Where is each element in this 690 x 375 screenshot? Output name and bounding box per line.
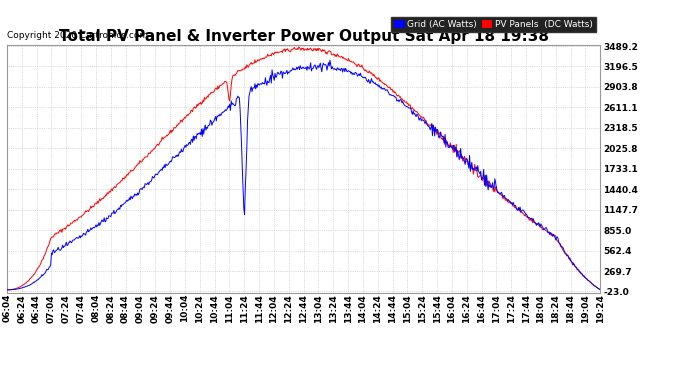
Title: Total PV Panel & Inverter Power Output Sat Apr 18 19:38: Total PV Panel & Inverter Power Output S… [59,29,549,44]
Text: Copyright 2020 Cartronics.com: Copyright 2020 Cartronics.com [8,31,148,40]
Legend: Grid (AC Watts), PV Panels  (DC Watts): Grid (AC Watts), PV Panels (DC Watts) [391,17,595,32]
